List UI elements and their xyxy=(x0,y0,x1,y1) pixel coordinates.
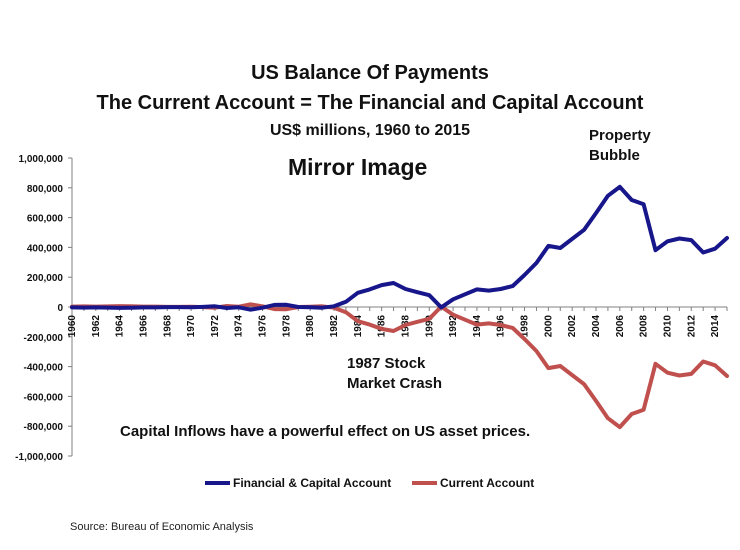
chart-subtitle: US$ millions, 1960 to 2015 xyxy=(269,122,471,139)
x-tick-label: 2006 xyxy=(615,315,626,338)
stock-crash-annotation: 1987 Stock Market Crash xyxy=(347,354,442,394)
x-tick-label: 2000 xyxy=(543,315,554,338)
property-bubble-line1: Property xyxy=(589,127,651,144)
property-bubble-line2: Bubble xyxy=(589,147,640,164)
y-tick-label: -1,000,000 xyxy=(15,452,63,463)
source-note: Source: Bureau of Economic Analysis xyxy=(70,521,254,533)
chart-title-line2: The Current Account = The Financial and … xyxy=(96,92,644,114)
x-tick-label: 1978 xyxy=(281,315,292,338)
x-tick-label: 1998 xyxy=(520,315,531,338)
stock-crash-line2: Market Crash xyxy=(347,375,443,392)
x-tick-label: 2004 xyxy=(591,315,602,338)
property-bubble-annotation: Property Bubble xyxy=(589,126,651,166)
x-tick-label: 1984 xyxy=(353,315,364,338)
x-tick-label: 1968 xyxy=(162,315,173,338)
y-tick-label: 800,000 xyxy=(27,184,64,195)
series-line-financial-capital xyxy=(70,184,729,312)
stock-crash-line1: 1987 Stock xyxy=(347,355,426,372)
legend-label-current: Current Account xyxy=(440,476,535,490)
y-tick-label: -800,000 xyxy=(24,422,64,433)
legend-label-financial: Financial & Capital Account xyxy=(233,476,392,490)
y-tick-label: 1,000,000 xyxy=(19,154,64,165)
y-tick-label: 400,000 xyxy=(27,243,64,254)
x-tick-label: 1960 xyxy=(67,315,78,338)
x-tick-label: 2008 xyxy=(639,315,650,338)
x-tick-label: 1992 xyxy=(448,315,459,338)
y-tick-label: -200,000 xyxy=(24,333,64,344)
x-tick-label: 1982 xyxy=(329,315,340,338)
x-tick-label: 1964 xyxy=(115,315,126,338)
x-tick-label: 1962 xyxy=(91,315,102,338)
legend-item-current: Current Account xyxy=(412,476,534,490)
legend-swatch-current xyxy=(412,481,437,485)
y-tick-label: 0 xyxy=(57,303,63,314)
x-tick-label: 1990 xyxy=(424,315,435,338)
x-tick-label: 1972 xyxy=(210,315,221,338)
legend-item-financial: Financial & Capital Account xyxy=(205,476,391,490)
y-tick-label: 600,000 xyxy=(27,214,64,225)
capital-inflows-annotation: Capital Inflows have a powerful effect o… xyxy=(120,423,531,440)
chart-title: US Balance Of Payments xyxy=(251,62,489,84)
y-tick-label: -600,000 xyxy=(24,392,64,403)
x-tick-label: 2012 xyxy=(686,315,697,338)
x-tick-label: 1970 xyxy=(186,315,197,338)
legend-swatch-financial xyxy=(205,481,230,485)
x-tick-label: 2002 xyxy=(567,315,578,338)
x-tick-label: 2014 xyxy=(710,315,721,338)
headline-annotation: Mirror Image xyxy=(288,154,428,180)
x-tick-label: 1966 xyxy=(138,315,149,338)
y-tick-label: -400,000 xyxy=(24,363,64,374)
x-tick-label: 1976 xyxy=(258,315,269,338)
x-tick-label: 1986 xyxy=(377,315,388,338)
x-tick-label: 1974 xyxy=(234,315,245,338)
x-tick-label: 2010 xyxy=(662,315,673,338)
y-tick-label: 200,000 xyxy=(27,273,64,284)
x-tick-label: 1980 xyxy=(305,315,316,338)
